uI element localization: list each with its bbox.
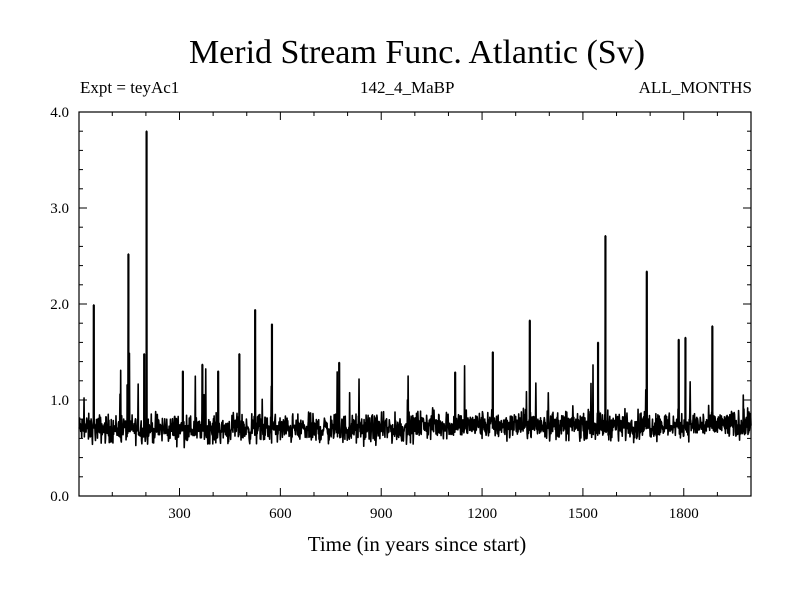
- series-line: [78, 130, 752, 449]
- x-tick-label: 1200: [467, 506, 497, 522]
- period-label: 142_4_MaBP: [360, 78, 455, 97]
- x-tick-label: 900: [370, 506, 393, 522]
- y-tick-label: 2.0: [50, 297, 69, 313]
- y-tick-label: 3.0: [50, 201, 69, 217]
- chart-title: Merid Stream Func. Atlantic (Sv): [188, 34, 646, 71]
- experiment-label: Expt = teyAc1: [80, 78, 180, 97]
- x-axis-label: Time (in years since start): [308, 532, 527, 556]
- plot-frame: [78, 111, 752, 497]
- y-tick-label: 1.0: [50, 393, 69, 409]
- x-tick-label: 600: [269, 506, 292, 522]
- x-tick-label: 1500: [568, 506, 598, 522]
- series-layer: [78, 130, 752, 449]
- x-tick-label: 1800: [669, 506, 699, 522]
- ticks-layer: 0.0 1.0 2.0 3.0 4.0 300 600 900 1200 1500 1800: [50, 105, 751, 522]
- y-tick-label: 0.0: [50, 489, 69, 505]
- y-tick-label: 4.0: [50, 105, 69, 121]
- x-tick-label: 300: [168, 506, 191, 522]
- months-label: ALL_MONTHS: [638, 78, 752, 97]
